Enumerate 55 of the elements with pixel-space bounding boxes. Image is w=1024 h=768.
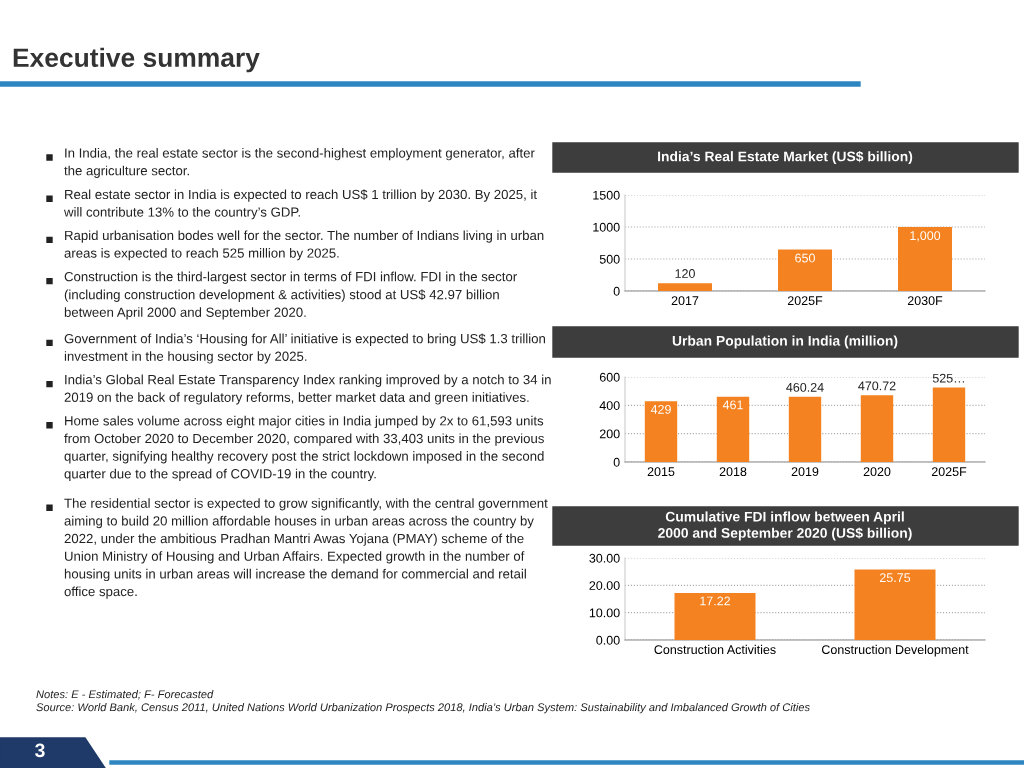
chart-title: Cumulative FDI inflow between April 2000 and September 2020 (US$ billion) (658, 511, 912, 541)
bar (778, 249, 832, 291)
x-tick-label: 2015 (647, 467, 675, 477)
text: India’s Global Real Estate Transparency Index ranking improved by a notch to 34 in 2019 on the back of regulatory reforms, better market data and green initiatives. (64, 374, 551, 405)
x-tick-label: 2018 (719, 467, 747, 477)
text: In India, the real estate sector is the second-highest employment generator, after the agriculture sector. (64, 148, 535, 178)
text: Real estate sector in India is expected to reach US$ 1 trillion by 2030. By 2025, it will contribute 13% to the country’s GDP. (63, 189, 537, 220)
text: The residential sector is expected to grow significantly, with the central government aiming to build 20 million affordable houses in urban areas across the country by 2022, under the ambitious Pradhan Mantri Awas Yojana (PMAY) scheme of the Union Ministry of Housing and Urban Affairs. Expected growth in the number of housing units in urban areas will increase the demand for commercial and retail office space. (64, 498, 548, 599)
text: Executive summary (13, 47, 260, 73)
x-tick-label: 2019 (791, 467, 819, 477)
bar (860, 395, 894, 462)
y-tick-label: 500 (599, 254, 620, 264)
data-label: 25.75 (879, 573, 911, 583)
x-tick-label: 2025F (787, 296, 823, 306)
data-label: 429 (650, 404, 671, 414)
y-tick-label: 10.00 (589, 608, 620, 618)
data-label: 650 (795, 253, 815, 263)
bar (788, 396, 822, 462)
y-tick-label: 30.00 (589, 553, 620, 563)
text: Home sales volume across eight major cities in India jumped by 2x to 61,593 units from October 2020 to December 2020, compared with 33,403 units in the previous quarter, signifying healthy recovery post the strict lockdown imposed in the second quarter due to the spread of COVID-19 in the country. (64, 415, 544, 482)
bar (658, 283, 712, 291)
x-tick-label: 2025F (931, 467, 967, 477)
y-tick-label: 1000 (593, 222, 620, 232)
x-tick-label: 2030F (907, 296, 943, 306)
bar (898, 227, 952, 291)
bar (716, 396, 750, 462)
y-tick-label: 20.00 (589, 581, 620, 590)
x-tick-label: Construction Activities (654, 644, 776, 655)
y-tick-label: 400 (599, 401, 620, 410)
chart-title: Urban Population in India (million) (672, 335, 898, 349)
chart-title: India’s Real Estate Market (US$ billion) (658, 150, 913, 165)
data-label: 120 (675, 269, 695, 278)
data-label: 461 (722, 400, 743, 410)
y-tick-label: 0 (613, 286, 620, 296)
data-label: 460.24 (786, 382, 824, 392)
text: Construction is the third-largest sector in terms of FDI inflow. FDI in the sector (including construction development & activities) stood at US$ 42.97 billion between April 2000 and September 2020. (64, 271, 517, 320)
data-label: 470.72 (858, 381, 896, 391)
text: Government of India’s ‘Housing for All’ initiative is expected to bring US$ 1.3 trillion investment in the housing sector by 2025. (64, 333, 545, 364)
source-note: Source: World Bank, Census 2011, United Nations World Urbanization Prospects 2018, India’s Urban System: Sustainability and Imbalanced Growth of Cities (36, 703, 810, 714)
data-label: 525… (932, 373, 964, 383)
y-tick-label: 0.00 (596, 635, 620, 645)
text: 3 (35, 743, 45, 758)
y-tick-label: 0 (613, 457, 620, 467)
data-label: 1,000 (910, 231, 941, 242)
x-tick-label: Construction Development (821, 644, 969, 657)
bar (644, 401, 678, 462)
x-tick-label: 2020 (863, 467, 891, 477)
y-tick-label: 600 (599, 372, 620, 382)
bar (932, 387, 966, 462)
y-tick-label: 200 (599, 429, 620, 439)
x-tick-label: 2017 (671, 296, 699, 306)
data-label: 17.22 (700, 596, 731, 606)
text: Notes: E - Estimated; F- Forecasted (36, 690, 214, 700)
y-tick-label: 1500 (593, 190, 620, 200)
text: Rapid urbanisation bodes well for the sector. The number of Indians living in urban areas is expected to reach 525 million by 2025. (64, 230, 544, 261)
